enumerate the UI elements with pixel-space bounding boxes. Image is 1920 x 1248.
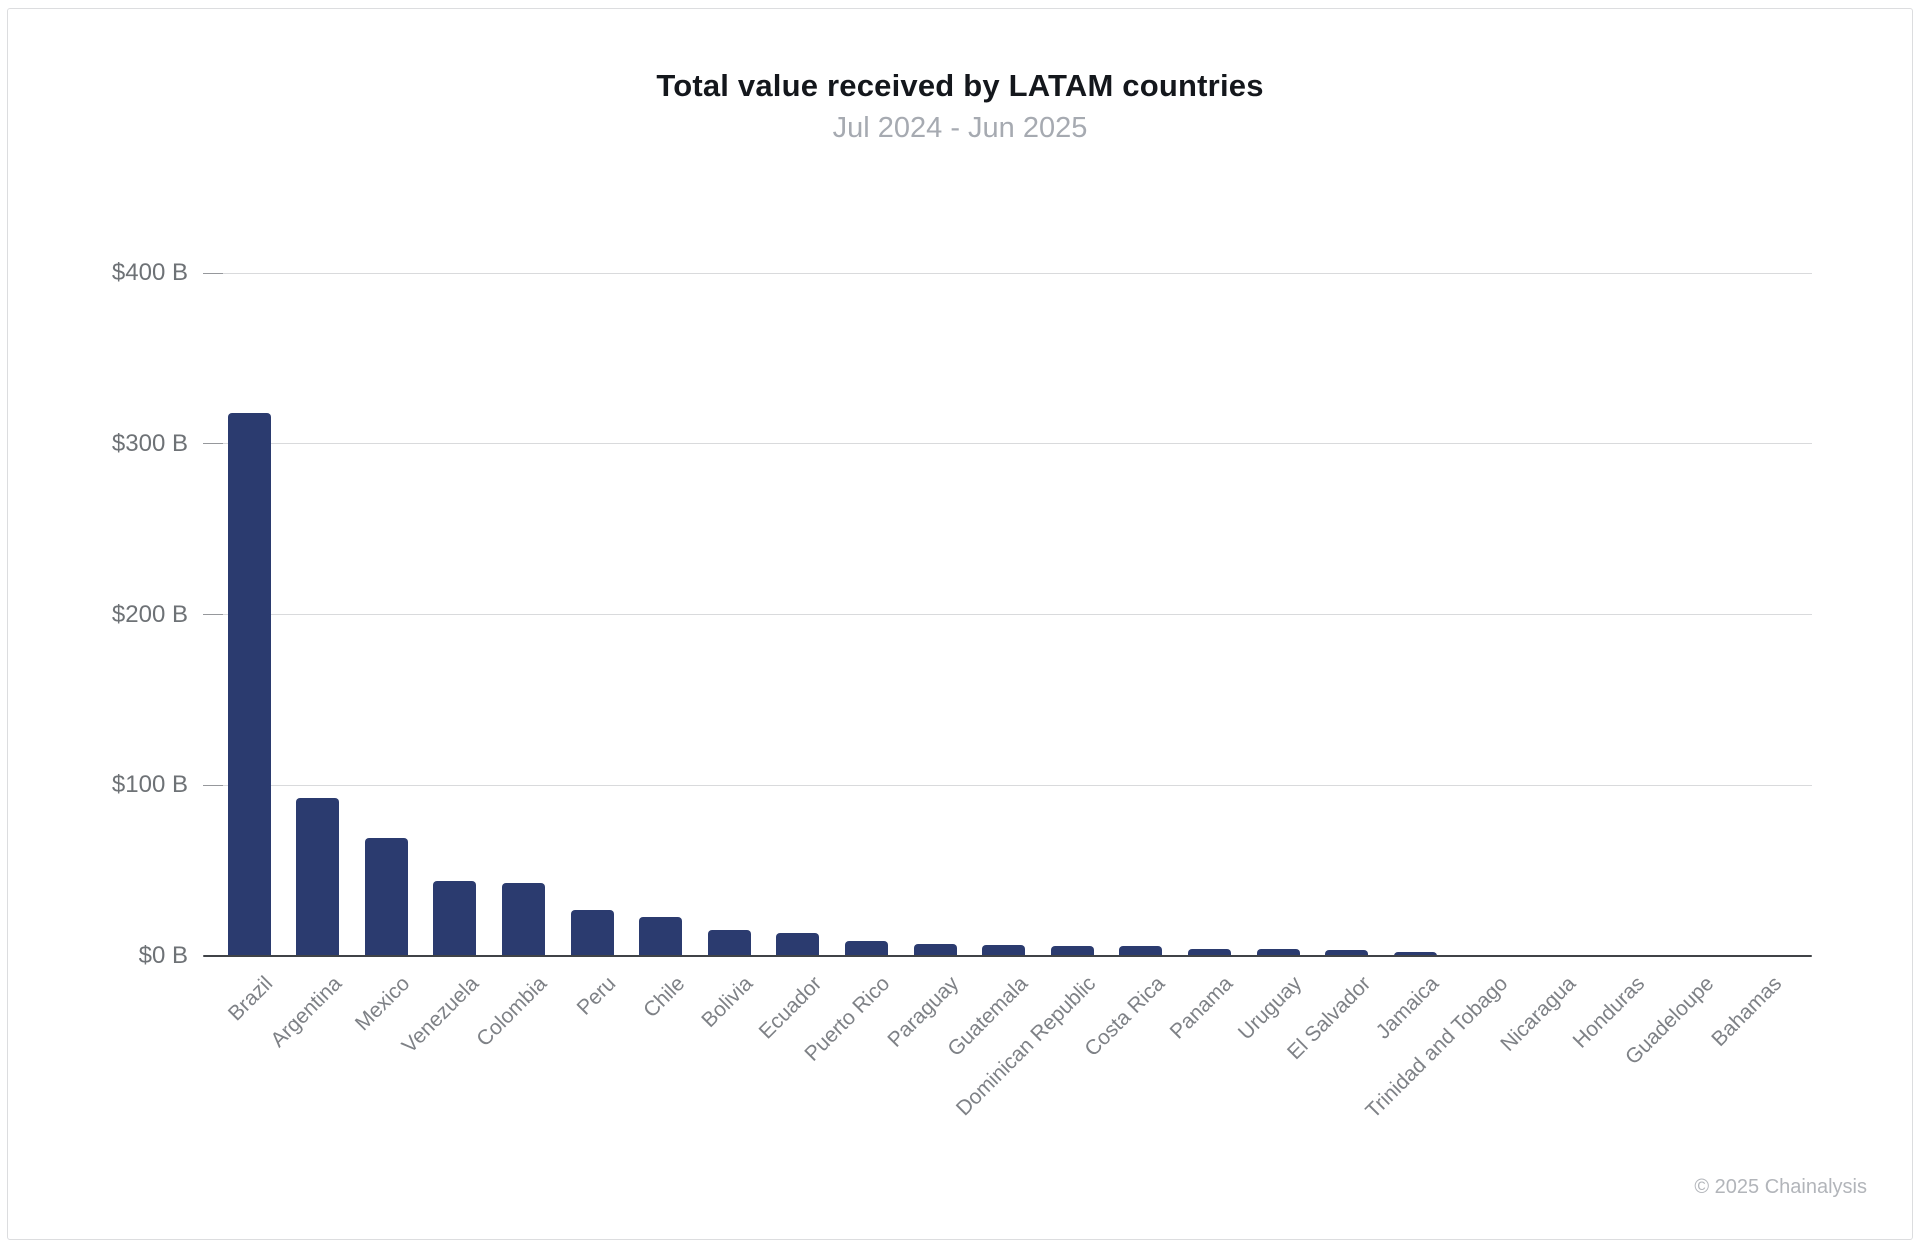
y-axis-tick [203,443,223,445]
bar-panama[interactable] [1187,948,1231,956]
bar-argentina[interactable] [296,798,340,956]
y-axis-label: $200 B [111,600,188,628]
y-axis-tick [203,784,223,786]
y-axis-label: $0 B [138,942,188,969]
bar-puerto-rico[interactable] [844,940,888,956]
bar-el-salvador[interactable] [1325,949,1369,956]
gridline-300 [203,443,1812,445]
gridline-400 [203,272,1812,274]
bar-costa-rica[interactable] [1119,946,1163,956]
bar-ecuador[interactable] [776,932,820,956]
chart-subtitle: Jul 2024 - Jun 2025 [832,112,1088,144]
y-axis-tick [203,272,223,274]
x-axis-line [203,954,1812,957]
bar-uruguay[interactable] [1256,949,1300,956]
bar-dominican-republic[interactable] [1050,945,1094,956]
y-axis-tick [203,614,223,615]
bar-brazil[interactable] [227,412,271,956]
bar-mexico[interactable] [364,838,408,956]
bar-paraguay[interactable] [913,944,957,956]
gridline-200 [203,614,1812,615]
chart-title: Total value received by LATAM countries [656,68,1264,103]
plot-area [203,272,1812,956]
bar-peru[interactable] [570,910,614,956]
bar-chile[interactable] [639,917,683,956]
bar-jamaica[interactable] [1393,952,1437,956]
bar-venezuela[interactable] [433,881,477,956]
bar-colombia[interactable] [501,883,545,956]
chart-card [7,8,1913,1240]
bar-guatemala[interactable] [982,944,1026,956]
copyright-text: © 2025 Chainalysis [1694,1176,1867,1198]
bar-bolivia[interactable] [707,930,751,956]
gridline-100 [203,784,1812,786]
y-axis-label: $100 B [111,771,188,799]
y-axis-label: $400 B [111,259,188,286]
y-axis-label: $300 B [111,429,188,457]
